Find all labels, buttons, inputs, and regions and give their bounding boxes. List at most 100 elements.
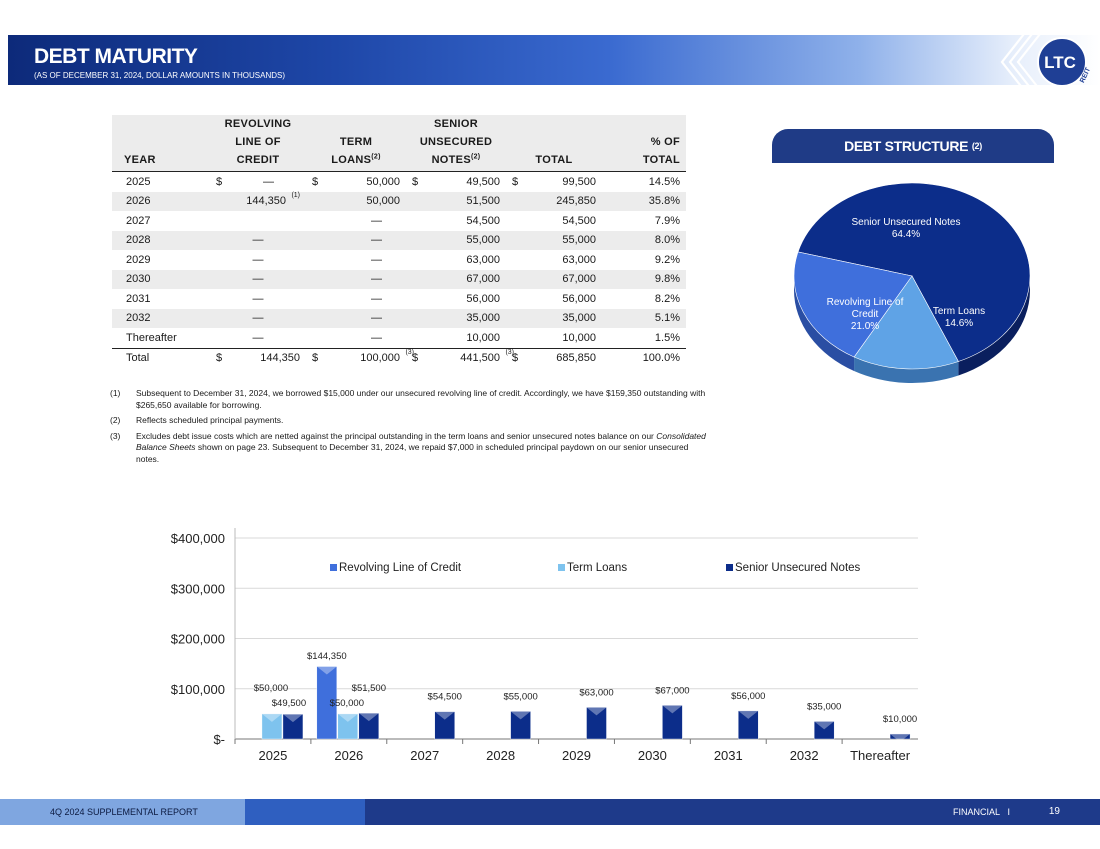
bar-bevel <box>510 711 531 720</box>
bar <box>261 713 283 740</box>
header-term-loans: TERM LOANS(2) <box>306 115 406 172</box>
table-row: 2026 144,350 (1) 50,000 51,500 245,850 35.8% <box>112 191 686 211</box>
header-pct: % OF TOTAL <box>602 115 686 172</box>
data-label: $49,500 <box>272 698 306 709</box>
bar-bevel <box>586 707 607 716</box>
legend-swatch <box>558 564 565 571</box>
bar-bevel <box>814 721 835 730</box>
x-tick-label: 2029 <box>562 748 591 763</box>
pie-slice <box>793 251 913 358</box>
data-label: $10,000 <box>883 714 917 725</box>
y-tick-label: $200,000 <box>171 632 225 647</box>
table-row: 2028— —55,000 55,000 8.0% <box>112 230 686 250</box>
table-total-row: Total $144,350 $100,000 (3) $441,500 (3) $685,… <box>112 347 686 368</box>
logo-text: LTC <box>1044 53 1076 72</box>
bar-bevel <box>662 705 683 714</box>
bar <box>282 713 304 740</box>
bar-bevel <box>738 710 759 719</box>
bar-bevel <box>316 666 337 675</box>
page-subtitle: (AS OF DECEMBER 31, 2024, DOLLAR AMOUNTS… <box>34 71 286 80</box>
bar-bevel <box>434 711 455 720</box>
data-label: $54,500 <box>428 692 462 703</box>
footnote-3: (3) Excludes debt issue costs which are … <box>110 430 706 464</box>
bar <box>813 721 835 740</box>
table-row: 2029— —63,000 63,000 9.2% <box>126 253 680 266</box>
header-year: YEAR <box>112 115 210 172</box>
table-row: 2027—54,500 54,500 7.9% <box>126 214 680 227</box>
pie-slice <box>797 182 1031 362</box>
y-tick-label: $- <box>213 732 225 747</box>
bar-bevel <box>261 713 282 722</box>
pie-label-rloc: Revolving Line of <box>827 297 904 308</box>
data-label: $35,000 <box>807 701 841 712</box>
legend-label: Senior Unsecured Notes <box>735 562 861 574</box>
bar <box>358 712 380 740</box>
legend-label: Term Loans <box>567 562 627 574</box>
table-row: 2025 $ — $50,000 $49,500 $99,500 14.5% <box>126 175 680 188</box>
pie-label-term-loans: Term Loans <box>933 306 985 317</box>
table-row: 2032— —35,000 35,000 5.1% <box>112 308 686 328</box>
legend-swatch <box>726 564 733 571</box>
data-label: $144,350 <box>307 651 347 662</box>
data-label: $51,500 <box>352 683 386 694</box>
x-tick-label: Thereafter <box>850 748 911 763</box>
data-label: $55,000 <box>503 691 537 702</box>
bar <box>510 711 531 740</box>
footer-report-name: 4Q 2024 SUPPLEMENTAL REPORT <box>50 807 198 817</box>
y-tick-label: $300,000 <box>171 581 225 596</box>
pie-side <box>958 276 1030 376</box>
x-tick-label: 2025 <box>258 748 287 763</box>
header-revolving: REVOLVING LINE OF CREDIT <box>210 115 306 172</box>
bar-bevel <box>358 713 379 722</box>
bar <box>316 666 338 740</box>
debt-structure-title: DEBT STRUCTURE (2) <box>772 129 1054 163</box>
bar-bevel <box>282 714 303 723</box>
table-row: 2030— —67,000 67,000 9.8% <box>112 269 686 289</box>
data-label: $67,000 <box>655 685 689 696</box>
bar-bevel <box>337 713 358 722</box>
header-total: TOTAL <box>506 115 602 172</box>
debt-maturity-bar-chart: $- $100,000 $200,000 $300,000 $400,000 2025 20… <box>171 528 918 763</box>
legend-swatch <box>330 564 337 571</box>
bar <box>434 711 455 740</box>
bar <box>586 707 607 740</box>
x-tick-label: 2027 <box>410 748 439 763</box>
pie-side <box>854 357 959 383</box>
bar <box>662 705 683 740</box>
bar <box>337 713 359 740</box>
data-label: $63,000 <box>579 687 613 698</box>
header-senior-notes: SENIOR UNSECURED NOTES(2) <box>406 115 506 172</box>
bar-bevel <box>890 733 911 742</box>
pie-value-rloc: 21.0% <box>851 321 879 332</box>
footnote-1: (1) Subsequent to December 31, 2024, we b… <box>110 388 706 410</box>
table-row: 2031— —56,000 56,000 8.2% <box>126 292 680 305</box>
header-banner: DEBT MATURITY (AS OF DECEMBER 31, 2024, … <box>8 33 1100 91</box>
x-tick-label: 2028 <box>486 748 515 763</box>
x-tick-label: 2026 <box>334 748 363 763</box>
bar <box>889 733 911 740</box>
bar <box>738 710 759 740</box>
pie-label-rloc: Credit <box>852 309 879 320</box>
legend-label: Revolving Line of Credit <box>339 562 462 574</box>
data-label: $50,000 <box>254 683 288 694</box>
data-label: $50,000 <box>330 698 364 709</box>
x-tick-label: 2032 <box>790 748 819 763</box>
pie-side <box>794 276 855 372</box>
footnote-2: (2) Reflects scheduled principal payments… <box>110 415 284 425</box>
pie-label-senior-notes: Senior Unsecured Notes <box>852 217 961 228</box>
pie-value-senior-notes: 64.4% <box>892 229 920 240</box>
pie-slice <box>853 275 959 370</box>
table-row: Thereafter — —10,000 10,000 1.5% <box>126 331 680 344</box>
y-tick-label: $100,000 <box>171 682 225 697</box>
data-label: $56,000 <box>731 691 765 702</box>
debt-maturity-table: YEAR REVOLVING LINE OF CREDIT TERM LOANS(2)… <box>112 115 686 368</box>
footer-bar: 4Q 2024 SUPPLEMENTAL REPORT FINANCIAL I … <box>0 799 1100 825</box>
page-title: DEBT MATURITY <box>34 45 198 68</box>
pie-value-term-loans: 14.6% <box>945 318 973 329</box>
x-tick-label: 2030 <box>638 748 667 763</box>
y-tick-label: $400,000 <box>171 531 225 546</box>
x-tick-label: 2031 <box>714 748 743 763</box>
ltc-logo: LTC REIT <box>1000 33 1092 91</box>
footer-section: FINANCIAL I <box>952 807 1010 817</box>
